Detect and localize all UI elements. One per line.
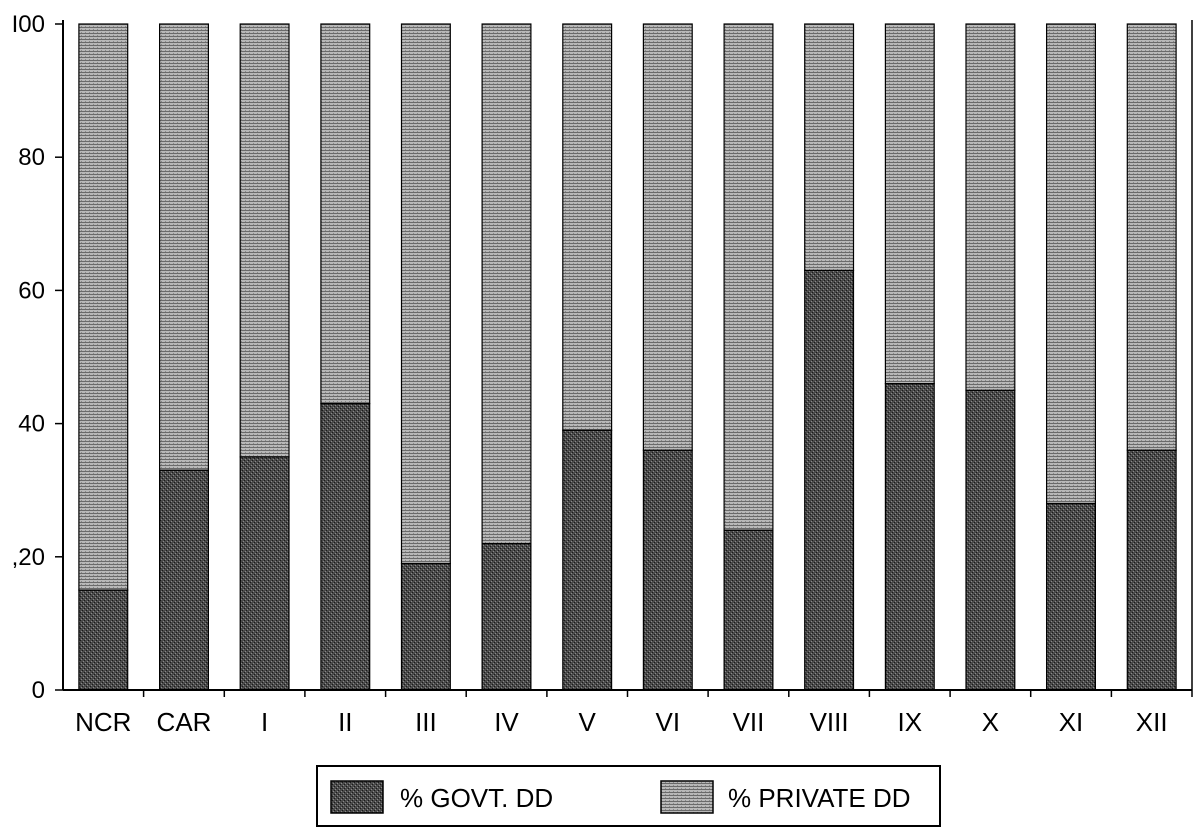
y-tick-label-100: I00 <box>12 11 45 38</box>
bar-govt-ix <box>884 383 935 691</box>
x-tick-label-car: CAR <box>157 707 212 737</box>
bar-private-ii <box>320 23 371 405</box>
bar-govt-ii <box>320 403 371 691</box>
x-tick-label-ix: IX <box>898 707 923 737</box>
bar-govt-viii <box>804 269 855 691</box>
x-tick-label-vi: VI <box>656 707 681 737</box>
bar-govt-i <box>239 456 290 691</box>
bar-private-viii <box>804 23 855 271</box>
bar-private-vii <box>723 23 774 531</box>
bar-private-xii <box>1126 23 1177 451</box>
x-tick-label-xi: XI <box>1059 707 1084 737</box>
bar-govt-xii <box>1126 449 1177 691</box>
bar-private-x <box>965 23 1016 391</box>
bar-private-v <box>562 23 613 431</box>
x-tick-label-x: X <box>982 707 999 737</box>
legend: % GOVT. DD % PRIVATE DD <box>316 765 941 827</box>
bar-govt-vi <box>642 449 693 691</box>
x-tick-label-i: I <box>261 707 268 737</box>
x-tick-label-ii: II <box>338 707 352 737</box>
y-tick-label-40: 40 <box>18 411 45 438</box>
bar-private-ix <box>884 23 935 385</box>
y-tick-label-80: 80 <box>18 144 45 171</box>
y-tick-label-0: 0 <box>32 677 45 704</box>
x-tick-label-ncr: NCR <box>75 707 131 737</box>
y-tick-label-60: 60 <box>18 277 45 304</box>
bar-govt-ncr <box>78 589 129 691</box>
bar-private-car <box>159 23 210 471</box>
bar-private-iii <box>400 23 451 565</box>
x-tick-label-xii: XII <box>1136 707 1168 737</box>
legend-swatch-govt <box>330 780 384 814</box>
bar-private-iv <box>481 23 532 545</box>
bar-govt-iii <box>400 562 451 691</box>
x-tick-label-iii: III <box>415 707 437 737</box>
x-tick-label-viii: VIII <box>810 707 849 737</box>
legend-swatch-private <box>660 780 714 814</box>
bar-private-vi <box>642 23 693 451</box>
bar-govt-car <box>159 469 210 691</box>
bar-govt-xi <box>1045 502 1096 691</box>
bar-private-i <box>239 23 290 458</box>
bar-govt-x <box>965 389 1016 691</box>
bar-govt-v <box>562 429 613 691</box>
bar-private-ncr <box>78 23 129 591</box>
y-tick-label-20: ,20 <box>12 544 45 571</box>
legend-label-private: % PRIVATE DD <box>728 783 911 813</box>
x-tick-label-v: V <box>579 707 597 737</box>
legend-box <box>316 765 941 827</box>
x-tick-label-iv: IV <box>494 707 519 737</box>
x-tick-label-vii: VII <box>733 707 765 737</box>
bar-private-xi <box>1045 23 1096 505</box>
bar-govt-iv <box>481 542 532 691</box>
legend-label-govt: % GOVT. DD <box>400 783 553 813</box>
bar-govt-vii <box>723 529 774 691</box>
